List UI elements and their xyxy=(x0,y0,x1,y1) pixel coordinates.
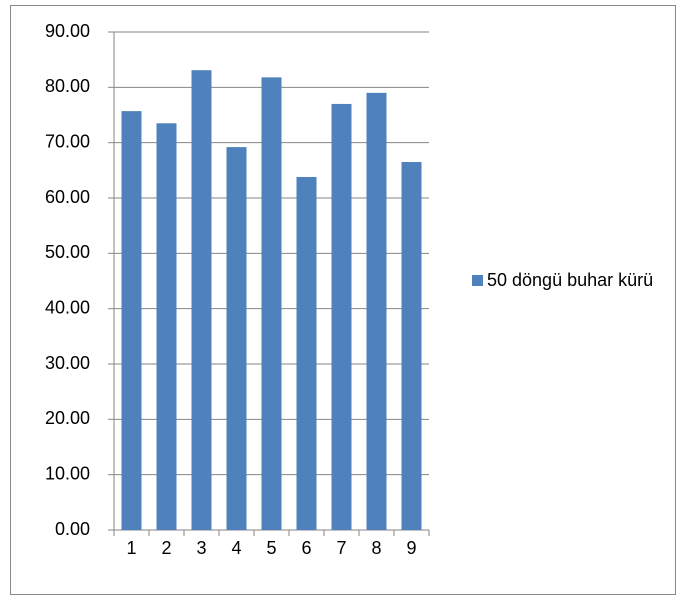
legend-swatch xyxy=(472,275,483,286)
y-tick-label: 20.00 xyxy=(45,408,90,428)
y-tick-label: 60.00 xyxy=(45,187,90,207)
bar xyxy=(331,103,352,530)
bar xyxy=(226,147,247,531)
bar xyxy=(191,70,212,531)
bar xyxy=(261,77,282,530)
y-tick-label: 50.00 xyxy=(45,242,90,262)
bar xyxy=(366,92,387,530)
bar xyxy=(401,162,422,531)
x-tick-label: 6 xyxy=(301,538,311,558)
chart-border xyxy=(10,5,676,595)
y-tick-label: 80.00 xyxy=(45,76,90,96)
y-tick-label: 0.00 xyxy=(55,519,90,539)
y-tick-label: 90.00 xyxy=(45,21,90,41)
x-tick-label: 2 xyxy=(161,538,171,558)
legend: 50 döngü buhar kürü xyxy=(472,268,672,292)
bar xyxy=(156,123,177,531)
x-tick-label: 9 xyxy=(406,538,416,558)
x-tick-label: 7 xyxy=(336,538,346,558)
y-tick-label: 10.00 xyxy=(45,463,90,483)
legend-label: 50 döngü buhar kürü xyxy=(487,270,654,290)
y-tick-label: 70.00 xyxy=(45,131,90,151)
x-tick-label: 8 xyxy=(371,538,381,558)
x-tick-label: 5 xyxy=(266,538,276,558)
bar xyxy=(296,176,317,530)
x-tick-label: 3 xyxy=(196,538,206,558)
y-tick-label: 40.00 xyxy=(45,297,90,317)
x-tick-label: 1 xyxy=(126,538,136,558)
x-tick-label: 4 xyxy=(231,538,241,558)
y-tick-label: 30.00 xyxy=(45,353,90,373)
bar xyxy=(121,111,142,531)
